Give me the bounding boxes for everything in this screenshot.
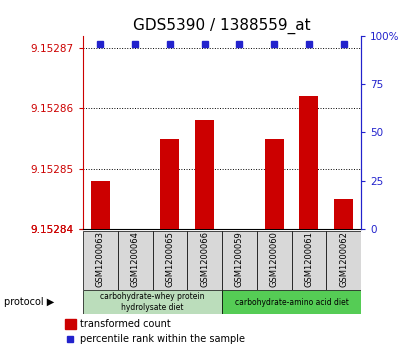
Text: GSM1200062: GSM1200062	[339, 231, 348, 287]
Bar	[65, 319, 76, 329]
Bar	[153, 231, 187, 290]
Text: GSM1200059: GSM1200059	[235, 231, 244, 287]
Title: GDS5390 / 1388559_at: GDS5390 / 1388559_at	[133, 17, 311, 33]
Text: GSM1200060: GSM1200060	[270, 231, 278, 287]
Bar	[222, 290, 361, 314]
Bar	[326, 231, 361, 290]
Bar	[195, 121, 214, 229]
Text: GSM1200064: GSM1200064	[131, 231, 139, 287]
Bar	[299, 97, 318, 229]
Text: carbohydrate-amino acid diet: carbohydrate-amino acid diet	[234, 298, 349, 307]
Text: GSM1200066: GSM1200066	[200, 231, 209, 287]
Text: percentile rank within the sample: percentile rank within the sample	[80, 334, 245, 344]
Text: protocol ▶: protocol ▶	[4, 297, 54, 307]
Text: transformed count: transformed count	[80, 319, 171, 329]
Text: carbohydrate-whey protein
hydrolysate diet: carbohydrate-whey protein hydrolysate di…	[100, 293, 205, 312]
Bar	[257, 231, 292, 290]
Bar	[291, 231, 326, 290]
Bar	[222, 231, 257, 290]
Bar	[265, 139, 284, 229]
Bar	[83, 231, 118, 290]
Text: GSM1200063: GSM1200063	[96, 231, 105, 287]
Bar	[160, 139, 179, 229]
Bar	[83, 290, 222, 314]
Bar	[230, 229, 249, 277]
Text: GSM1200065: GSM1200065	[166, 231, 174, 287]
Bar	[187, 231, 222, 290]
Bar	[118, 231, 153, 290]
Bar	[334, 199, 353, 229]
Text: GSM1200061: GSM1200061	[305, 231, 313, 287]
Bar	[126, 229, 145, 241]
Bar	[91, 180, 110, 229]
